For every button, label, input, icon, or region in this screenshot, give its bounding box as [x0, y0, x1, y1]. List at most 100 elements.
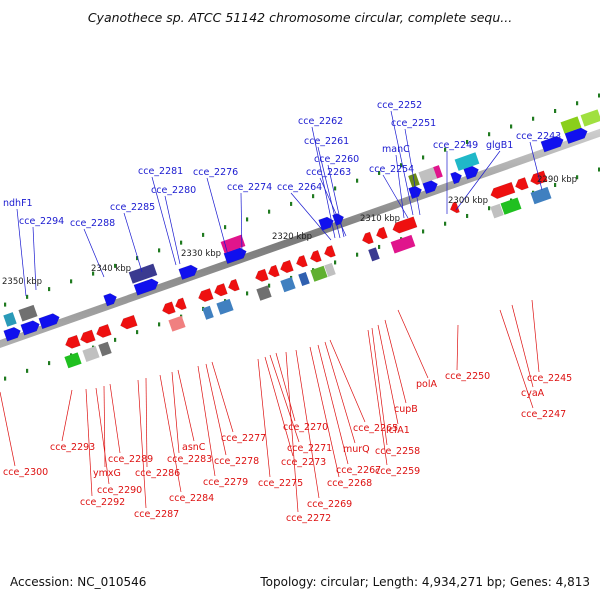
bottom-gene-label: cce_2250 [445, 371, 490, 382]
bottom-gene-label: cce_2247 [521, 409, 566, 420]
gene-arrow-bottom-shape [119, 315, 138, 331]
gene-arrow-bottom-shape [173, 298, 186, 312]
gene-arrow-bottom [95, 324, 112, 339]
genome-map: 2290 kbp2300 kbp2310 kbp2320 kbp2330 kbp… [0, 0, 600, 600]
top-gene-label: ndhF1 [3, 198, 33, 209]
outer-ring-tick [180, 241, 182, 245]
gene-block-bottom-shape [310, 266, 327, 282]
gene-arrow-bottom-shape [266, 265, 279, 279]
top-gene-label: cce_2254 [369, 164, 414, 175]
gene-block-bottom [64, 352, 81, 368]
bottom-gene-label: cce_2278 [214, 456, 259, 467]
gene-arrow-bottom-shape [514, 177, 529, 191]
bottom-gene-label: cce_2271 [287, 443, 332, 454]
gene-arrow-bottom-shape [360, 232, 373, 246]
gene-block-bottom [280, 277, 295, 292]
top-gene-label: cce_2285 [110, 202, 155, 213]
gene-arrow-bottom-shape [161, 302, 176, 316]
gene-arrow-bottom [173, 298, 186, 312]
top-gene-label: cce_2276 [193, 167, 238, 178]
gene-block-top-shape [18, 305, 37, 322]
gene-block-bottom-shape [168, 316, 185, 332]
kbp-label: 2310 kbp [360, 214, 400, 224]
gene-block-bottom-shape [391, 235, 416, 254]
top-gene-label: cce_2243 [516, 131, 561, 142]
bottom-gene-leader [330, 340, 365, 422]
top-gene-label: cce_2262 [298, 116, 343, 127]
outer-ring-tick [70, 279, 72, 283]
top-gene-label: manC [382, 144, 410, 155]
gene-arrow-bottom [197, 288, 214, 303]
top-gene-label: cce_2288 [70, 218, 115, 229]
gene-arrow-bottom [64, 335, 81, 350]
bottom-gene-label: cce_2275 [258, 478, 303, 489]
gene-block-top [18, 305, 37, 322]
top-gene-label: cce_2261 [304, 136, 349, 147]
outer-ring-tick [312, 194, 314, 198]
gene-block-bottom-shape [82, 346, 99, 362]
outer-ring-tick [48, 287, 50, 291]
top-gene-label: cce_2251 [391, 118, 436, 129]
inner-ring-tick [48, 361, 50, 365]
genome-summary: Topology: circular; Length: 4,934,271 bp… [260, 575, 590, 589]
gene-arrow-bottom [514, 177, 529, 191]
bottom-gene-label: asnC [182, 442, 206, 453]
bottom-gene-label: cce_2268 [327, 478, 372, 489]
kbp-label: 2320 kbp [272, 232, 312, 242]
bottom-gene-label: cce_2300 [3, 467, 48, 478]
top-gene-label: cce_2249 [433, 140, 478, 151]
inner-ring-tick [158, 322, 160, 326]
gene-block-bottom [98, 342, 111, 357]
top-gene-leader [165, 196, 180, 264]
outer-ring-tick [356, 179, 358, 183]
gene-arrow-bottom [161, 302, 176, 316]
gene-arrow-bottom [322, 245, 335, 259]
gene-block-top-shape [581, 109, 600, 126]
gene-block-bottom [202, 306, 214, 320]
bottom-gene-leader [276, 353, 295, 421]
gene-block-bottom [501, 197, 522, 214]
bottom-gene-label: cce_2267 [336, 465, 381, 476]
gene-arrow-bottom [294, 255, 307, 269]
inner-ring-tick [444, 222, 446, 226]
top-gene-label: cce_2252 [377, 100, 422, 111]
gene-arrow-bottom [254, 269, 269, 283]
bottom-gene-leader [0, 392, 15, 466]
outer-ring-tick [268, 210, 270, 214]
outer-ring-tick [532, 117, 534, 121]
bottom-gene-leader [265, 357, 293, 456]
kbp-label: 2350 kbp [2, 277, 42, 287]
gene-block-bottom [82, 346, 99, 362]
gene-block-bottom-shape [256, 285, 271, 300]
gene-arrow-bottom [489, 182, 515, 200]
kbp-label: 2290 kbp [537, 175, 577, 185]
inner-ring-tick [26, 369, 28, 373]
inner-ring-tick [334, 260, 336, 264]
gene-arrow-bottom [79, 330, 96, 345]
top-gene-label: cce_2264 [277, 182, 322, 193]
bottom-gene-leader [258, 359, 270, 477]
gene-arrow-bottom-shape [308, 250, 321, 264]
inner-ring-tick [268, 284, 270, 288]
bottom-gene-label: ymxG [93, 468, 121, 479]
outer-ring-tick [422, 155, 424, 159]
bottom-gene-leader [457, 325, 458, 370]
inner-ring-tick [114, 338, 116, 342]
gene-block-bottom-shape [531, 187, 552, 204]
outer-ring-tick [246, 217, 248, 221]
gene-block-top-shape [3, 312, 16, 327]
bottom-gene-label: cce_2292 [80, 497, 125, 508]
bottom-gene-label: polA [416, 379, 437, 390]
bottom-gene-label: cce_2279 [203, 477, 248, 488]
bottom-gene-label: cce_2272 [286, 513, 331, 524]
gene-arrow-bottom [374, 227, 387, 241]
top-gene-label: glgB1 [486, 140, 513, 151]
gene-block-bottom-shape [216, 299, 233, 315]
gene-arrow-bottom [226, 279, 239, 293]
top-gene-label: cce_2260 [314, 154, 359, 165]
bottom-gene-label: cce_2286 [135, 468, 180, 479]
outer-ring-tick [510, 124, 512, 128]
inner-ring-tick [356, 253, 358, 257]
gene-arrow-bottom-shape [489, 182, 515, 200]
top-gene-label: cce_2263 [306, 167, 351, 178]
